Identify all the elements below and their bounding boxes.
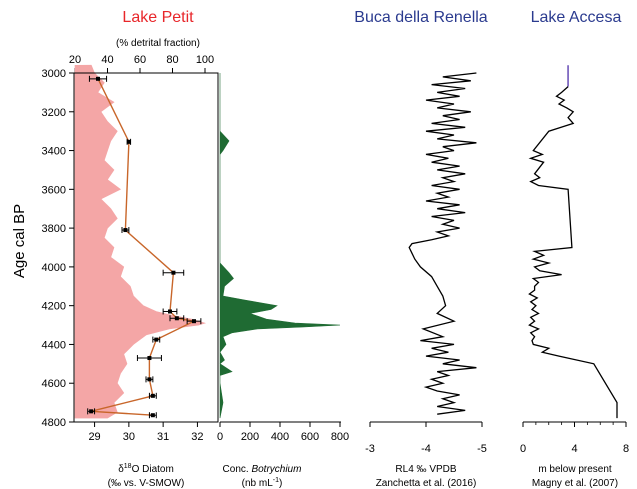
d18o-point xyxy=(150,393,155,398)
botrychium-label-italic: Botrychium xyxy=(251,464,301,475)
botrychium-label2-prefix: (nb mL xyxy=(242,478,274,489)
botrychium-area xyxy=(219,73,341,419)
d18o-point xyxy=(174,316,179,321)
renella-line-series xyxy=(408,72,477,415)
renella-tick-label: -3 xyxy=(365,443,375,455)
accesa-axis-label-line2: Magny et al. (2007) xyxy=(532,478,618,489)
y-tick-label: 3400 xyxy=(42,146,66,158)
detrital-tick-label: 80 xyxy=(166,54,178,66)
accesa-tick-label: 0 xyxy=(520,443,526,455)
y-tick-label: 4400 xyxy=(42,339,66,351)
d18o-tick-label: 30 xyxy=(123,431,135,443)
d18o-point xyxy=(150,413,155,418)
d18o-point xyxy=(154,337,159,342)
title-buca-della-renella: Buca della Renella xyxy=(354,9,488,26)
d18o-axis-label-line1: δ18O Diatom xyxy=(118,463,174,475)
d18o-point xyxy=(168,309,172,314)
y-axis-label: Age cal BP xyxy=(11,204,28,278)
accesa-axis-label-line1: m below present xyxy=(538,464,612,475)
d18o-label-prefix: δ xyxy=(118,464,124,475)
renella-axis-label-line1: RL4 ‰ VPDB xyxy=(395,464,456,475)
detrital-tick-label: 20 xyxy=(69,54,81,66)
y-tick-label: 3600 xyxy=(42,184,66,196)
botrychium-label-prefix: Conc. xyxy=(223,464,252,475)
d18o-tick-label: 31 xyxy=(157,431,169,443)
botrychium-axis-label-line2: (nb mL-1) xyxy=(242,477,283,489)
y-axis-ticks: 3000 3200 3400 3600 3800 4000 4200 4400 4600 4800 xyxy=(42,68,74,429)
botrychium-label2-sup: -1 xyxy=(273,477,279,484)
d18o-point xyxy=(147,356,152,361)
botrychium-tick-label: 400 xyxy=(271,431,289,443)
accesa-line xyxy=(528,86,618,419)
d18o-tick-label: 29 xyxy=(88,431,100,443)
accesa-tick-label: 4 xyxy=(571,443,577,455)
detrital-axis-label: (% detrital fraction) xyxy=(116,38,200,49)
d18o-point xyxy=(171,270,176,275)
detrital-tick-label: 40 xyxy=(101,54,113,66)
title-lake-accesa: Lake Accesa xyxy=(531,9,622,26)
botrychium-tick-label: 200 xyxy=(241,431,259,443)
detrital-tick-label: 100 xyxy=(196,54,214,66)
d18o-label-suffix: O Diatom xyxy=(132,464,174,475)
d18o-label-sup: 18 xyxy=(124,463,132,470)
d18o-point xyxy=(89,409,94,414)
botrychium-tick-label: 0 xyxy=(217,431,223,443)
renella-tick-label: -4 xyxy=(421,443,431,455)
lake-petit-frame xyxy=(73,72,219,423)
d18o-axis-ticks: 29 30 31 32 xyxy=(88,422,204,443)
renella-line xyxy=(408,72,477,415)
detrital-area-series xyxy=(74,64,207,419)
y-tick-label: 4000 xyxy=(42,262,66,274)
d18o-line-series xyxy=(87,75,202,419)
d18o-axis-label-line2: (‰ vs. V-SMOW) xyxy=(108,478,185,489)
accesa-line-series xyxy=(528,65,618,419)
d18o-point xyxy=(96,76,100,81)
y-tick-label: 3200 xyxy=(42,107,66,119)
renella-axis-ticks: -3 -4 -5 xyxy=(365,422,487,455)
botrychium-label2-suffix: ) xyxy=(279,478,282,489)
y-tick-label: 4800 xyxy=(42,417,66,429)
botrychium-tick-label: 600 xyxy=(301,431,319,443)
detrital-axis-ticks: 20 40 60 80 100 xyxy=(69,54,214,73)
y-tick-label: 4200 xyxy=(42,301,66,313)
d18o-point xyxy=(126,139,131,144)
y-tick-label: 4600 xyxy=(42,378,66,390)
botrychium-tick-label: 800 xyxy=(331,431,349,443)
botrychium-axis-label-line1: Conc. Botrychium xyxy=(223,464,302,475)
y-tick-label: 3000 xyxy=(42,68,66,80)
d18o-point xyxy=(192,319,196,324)
title-lake-petit: Lake Petit xyxy=(122,9,194,26)
y-tick-label: 3800 xyxy=(42,223,66,235)
d18o-tick-label: 32 xyxy=(191,431,203,443)
botrychium-area-series xyxy=(219,73,341,419)
renella-axis-label-line2: Zanchetta et al. (2016) xyxy=(376,478,477,489)
detrital-tick-label: 60 xyxy=(134,54,146,66)
accesa-axis-ticks: 0 4 8 xyxy=(520,422,629,455)
detrital-area xyxy=(74,64,207,419)
accesa-tick-label: 8 xyxy=(623,443,629,455)
d18o-point xyxy=(147,377,152,382)
botrychium-axis-ticks: 0 200 400 600 800 xyxy=(217,422,349,443)
renella-tick-label: -5 xyxy=(477,443,487,455)
d18o-point xyxy=(123,228,128,233)
